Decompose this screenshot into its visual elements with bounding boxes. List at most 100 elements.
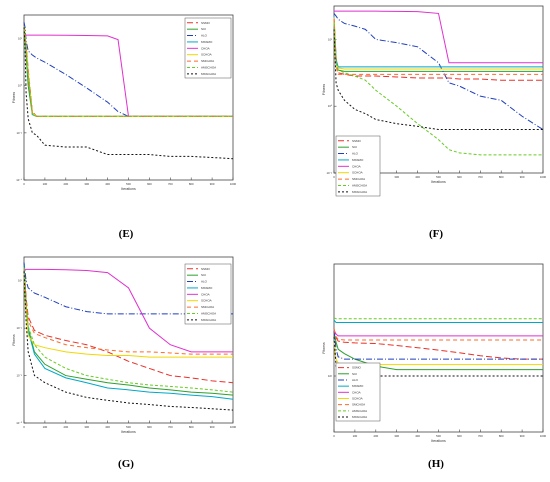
series-line-alo	[333, 330, 543, 360]
chart-panel-E: 0 100 200 300 400 500 600 700 800 900 1000 10⁻⁴ 10⁻²…	[12, 14, 237, 240]
legend-entry: SCHOA	[352, 396, 363, 400]
series-line-mssmo	[23, 265, 234, 400]
legend-entry: SCHOA	[352, 171, 363, 175]
x-tick-label: 500	[126, 425, 131, 429]
x-tick-label: 800	[189, 182, 194, 186]
legend: SSMO SCI ALO MSSMO CHOA SCHOA SMCHOA AMSCHOA MSS…	[335, 135, 381, 197]
legend-entry: ALO	[201, 34, 208, 38]
series-line-choa	[24, 268, 233, 353]
x-tick-label: 300	[84, 182, 89, 186]
y-tick-label: 10⁰	[328, 104, 333, 108]
series-line-msschoa	[23, 271, 234, 411]
x-axis-label: Iterations	[121, 187, 136, 191]
legend-entry: SSMO	[352, 139, 362, 143]
legend-entry: AMSCHOA	[201, 65, 216, 69]
series-line-smchoa	[333, 329, 543, 341]
panel-label: (G)	[118, 458, 134, 470]
x-tick-label: 100	[43, 425, 48, 429]
x-tick-label: 600	[147, 425, 152, 429]
legend-entry: ALO	[352, 378, 359, 382]
legend-entry: SSMO	[352, 366, 362, 370]
y-axis-label: Fitness	[322, 84, 326, 96]
legend-entry: SCHOA	[201, 299, 212, 303]
x-axis-label: Iterations	[121, 430, 136, 434]
legend-entry: SMCHOA	[201, 305, 214, 309]
x-tick-label: 400	[415, 434, 420, 438]
x-tick-label: 200	[373, 434, 378, 438]
legend-entry: MSSMO	[201, 286, 213, 290]
legend-entry: AMSCHOA	[201, 311, 216, 315]
legend-entry: SMCHOA	[352, 177, 365, 181]
x-tick-label: 800	[189, 425, 194, 429]
chart-panel-F: 0100200300400500600700800900100010⁻²10⁰1…	[322, 5, 547, 240]
series-line-choa	[333, 329, 543, 337]
y-tick-label: 10²	[328, 374, 332, 378]
series-line-msschoa	[333, 336, 543, 377]
x-tick-label: 500	[126, 182, 131, 186]
legend-entry: MSSCHOA	[352, 190, 367, 194]
series-line-mssmo	[333, 319, 543, 324]
legend-entry: CHOA	[201, 46, 210, 50]
x-tick-label: 700	[478, 175, 483, 179]
x-tick-label: 1000	[230, 182, 237, 186]
series-line-alo	[333, 13, 544, 130]
x-tick-label: 1000	[540, 175, 547, 179]
legend: SSMO SCI ALO MSSMO CHOA SCHOA SMCHOA AMSCHOA MSS…	[184, 17, 232, 79]
x-tick-label: 300	[394, 175, 399, 179]
y-tick-label: 10⁻⁴	[16, 178, 23, 182]
legend-entry: ALO	[352, 152, 359, 156]
legend-entry: CHOA	[201, 292, 210, 296]
series-line-mssmo	[333, 16, 543, 68]
legend: SSMO SCI ALO MSSMO CHOA SCHOA SMCHOA AMSCHOA MSS…	[184, 263, 232, 325]
x-tick-label: 900	[520, 175, 525, 179]
x-tick-label: 900	[520, 434, 525, 438]
x-tick-label: 100	[43, 182, 48, 186]
series-line-schoa	[23, 273, 233, 358]
y-tick-label: 10¹	[18, 279, 22, 283]
y-tick-label: 10⁻⁵	[16, 421, 22, 425]
y-tick-label: 10⁰	[18, 84, 23, 88]
x-tick-label: 300	[394, 434, 399, 438]
y-tick-label: 10⁻²	[326, 171, 332, 175]
series-line-msschoa	[333, 29, 543, 131]
y-axis-label: Fitness	[322, 342, 326, 354]
legend-entry: MSSCHOA	[352, 415, 367, 419]
chart-panel-G: 0 100 200 300 400 500 600 700 800 900 1000 10⁻⁵ 10⁻³…	[12, 256, 237, 470]
x-tick-label: 500	[436, 434, 441, 438]
legend-entry: AMSCHOA	[352, 183, 367, 187]
x-tick-label: 700	[168, 182, 173, 186]
x-tick-label: 600	[457, 175, 462, 179]
legend-entry: CHOA	[352, 390, 361, 394]
y-tick-label: 10⁻¹	[16, 326, 22, 330]
legend-entry: SCI	[352, 372, 357, 376]
series-line-amschoa	[23, 26, 233, 117]
x-tick-label: 600	[457, 434, 462, 438]
x-tick-label: 0	[333, 434, 335, 438]
x-tick-label: 400	[105, 182, 110, 186]
series-line-smchoa	[333, 18, 543, 75]
y-tick-label: 10²	[328, 37, 332, 41]
x-tick-label: 900	[210, 182, 215, 186]
series-line-ssmo	[333, 19, 543, 81]
x-tick-label: 600	[147, 182, 152, 186]
x-tick-label: 800	[499, 175, 504, 179]
x-tick-label: 800	[499, 434, 504, 438]
x-tick-label: 0	[23, 425, 25, 429]
x-tick-label: 300	[84, 425, 89, 429]
x-axis-label: Iterations	[431, 439, 446, 443]
series-line-choa	[334, 10, 543, 64]
series-line-ssmo	[333, 328, 543, 360]
x-tick-label: 1000	[540, 434, 547, 438]
panel-label: (E)	[119, 228, 134, 240]
series-line-amschoa	[333, 23, 543, 156]
x-tick-label: 400	[105, 425, 110, 429]
x-tick-label: 200	[63, 182, 68, 186]
legend-entry: MSSMO	[352, 384, 364, 388]
legend-entry: SCHOA	[201, 53, 212, 57]
legend-entry: MSSCHOA	[201, 318, 216, 322]
x-tick-label: 100	[353, 434, 358, 438]
y-axis-label: Fitness	[12, 334, 16, 346]
series-line-schoa	[333, 17, 543, 70]
legend-entry: MSSCHOA	[201, 72, 216, 76]
